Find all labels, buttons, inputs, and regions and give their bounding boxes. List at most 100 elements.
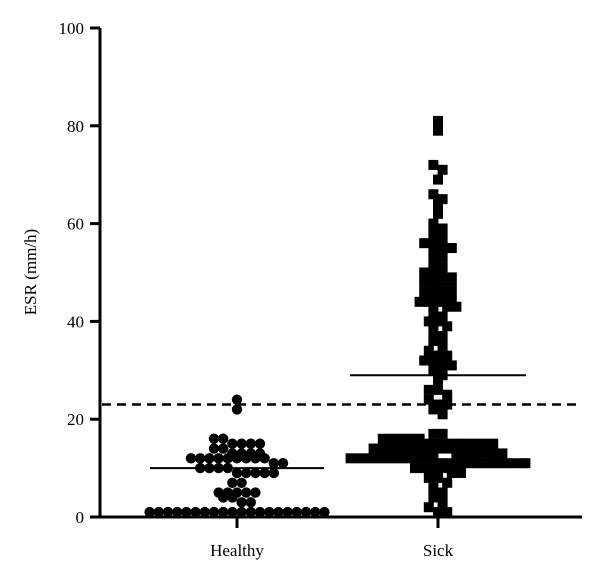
data-point [437,282,448,293]
data-point [469,438,480,449]
y-tick-label: 40 [67,312,84,331]
data-point [227,438,238,449]
data-point [218,506,229,518]
data-point [433,115,443,126]
data-point [231,394,243,405]
data-point [465,458,476,469]
data-point [428,326,439,337]
data-point [428,159,439,170]
data-point [181,506,192,518]
y-tick-label: 80 [67,117,84,136]
data-point [428,482,439,493]
data-point [469,448,480,459]
data-point [520,458,531,469]
data-point [433,384,443,395]
data-point [428,228,439,239]
data-point [423,296,434,307]
data-point [492,458,503,469]
data-point [199,506,210,518]
data-point [387,443,397,454]
data-point [423,438,434,449]
data-point [185,453,197,464]
data-point [391,453,402,464]
data-point [195,453,206,464]
data-point [423,316,434,327]
data-point [437,223,448,234]
data-point [396,443,407,454]
data-point [213,487,224,498]
data-point [433,507,443,518]
data-point [428,463,439,474]
data-point [250,467,261,479]
data-point [153,506,164,518]
data-point [502,458,512,469]
data-point [300,506,312,518]
data-point [204,453,215,464]
data-point [419,355,430,366]
data-point [437,262,448,273]
data-point [442,301,453,312]
data-point [437,458,448,469]
data-point [345,453,356,464]
data-point [172,506,183,518]
data-point [433,174,443,185]
data-point [437,311,448,322]
data-point [236,477,247,488]
data-point [245,497,256,508]
data-point [423,502,434,513]
data-point [428,277,439,288]
data-point [442,438,453,449]
data-point [236,438,247,449]
data-point [428,365,439,376]
data-point [277,458,289,469]
data-point [479,438,489,449]
data-point [245,448,256,459]
data-point [437,252,448,263]
data-point [433,399,443,410]
data-point [428,247,439,258]
data-point [437,194,448,205]
data-point [446,272,457,283]
data-point [241,487,252,498]
data-point [227,506,238,518]
data-point [446,282,457,293]
data-point [451,448,462,459]
data-point [264,506,275,518]
data-point [428,335,439,346]
data-point [373,453,384,464]
data-point [428,453,439,464]
data-point [231,404,243,415]
data-point [354,453,365,464]
data-point [511,458,522,469]
data-point [414,433,425,444]
data-point [236,506,247,518]
data-point [442,321,453,332]
x-tick-label: Sick [423,541,454,560]
data-point [433,350,443,361]
data-point [446,467,457,478]
data-point [236,448,247,459]
data-point [377,433,388,444]
data-point [405,443,416,454]
data-point [423,394,434,405]
data-point [208,443,220,454]
data-point [423,472,434,483]
data-point [437,360,448,371]
data-point [488,448,499,459]
data-point [410,453,420,464]
data-point [437,409,448,420]
data-point [437,243,448,254]
data-point [442,507,453,518]
data-point [213,453,224,464]
y-tick-label: 0 [76,508,85,527]
data-point [364,453,374,464]
data-point [456,458,466,469]
data-point [227,477,238,488]
data-point [437,497,448,508]
data-point [405,433,416,444]
data-point [460,448,471,459]
data-point [273,506,284,518]
data-point [254,506,266,518]
data-point [428,492,439,503]
